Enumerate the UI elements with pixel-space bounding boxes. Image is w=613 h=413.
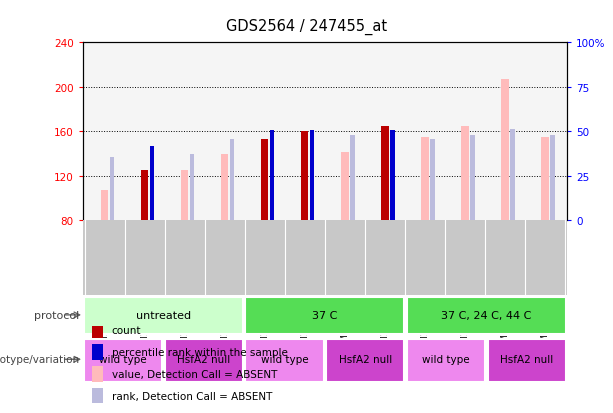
Bar [510,130,514,221]
Text: untreated: untreated [136,310,191,320]
Text: 37 C, 24 C, 44 C: 37 C, 24 C, 44 C [441,310,531,320]
Bar [381,127,389,221]
Bar [301,132,308,221]
Bar [349,135,354,221]
Bar [261,140,268,221]
Bar [110,158,115,221]
Bar [150,147,154,221]
Text: wild type: wild type [99,354,147,364]
Text: percentile rank within the sample: percentile rank within the sample [112,347,287,357]
Bar [93,323,103,338]
Bar [390,131,395,221]
Bar [541,138,549,221]
Bar [93,366,103,382]
Text: value, Detection Call = ABSENT: value, Detection Call = ABSENT [112,369,277,379]
Bar [550,135,555,221]
Text: count: count [112,325,142,336]
Bar [270,131,275,221]
Bar [326,339,405,382]
Bar [470,135,474,221]
Bar [421,138,428,221]
Bar [101,191,109,221]
Bar [93,344,103,360]
Text: HsfA2 null: HsfA2 null [500,354,554,364]
Text: wild type: wild type [422,354,470,364]
Bar [407,297,566,335]
Bar [93,388,103,404]
Bar [487,339,566,382]
Text: GDS2564 / 247455_at: GDS2564 / 247455_at [226,19,387,35]
Bar [221,154,229,221]
Text: rank, Detection Call = ABSENT: rank, Detection Call = ABSENT [112,391,272,401]
Text: HsfA2 null: HsfA2 null [338,354,392,364]
Bar [141,171,148,221]
Bar [181,171,188,221]
Bar [84,339,162,382]
Text: HsfA2 null: HsfA2 null [177,354,230,364]
Bar [84,297,243,335]
Bar [407,339,485,382]
Bar [501,80,509,221]
Text: protocol: protocol [34,310,80,320]
Bar [462,127,468,221]
Bar [310,131,314,221]
Text: wild type: wild type [261,354,308,364]
Text: 37 C: 37 C [312,310,338,320]
Bar [430,140,435,221]
Text: genotype/variation: genotype/variation [0,354,80,364]
Bar [165,339,243,382]
Bar [189,154,194,221]
Bar [245,339,324,382]
Bar [245,297,405,335]
Bar [341,152,349,221]
Bar [230,140,234,221]
